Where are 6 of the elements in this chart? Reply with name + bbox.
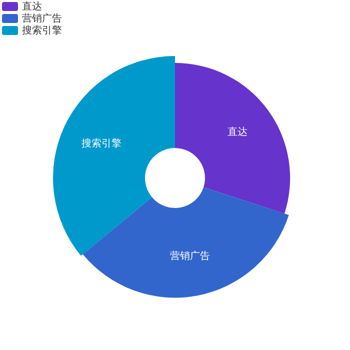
- slice-label: 营销广告: [170, 250, 210, 262]
- legend-label: 营销广告: [22, 12, 62, 25]
- slice-label: 直达: [228, 126, 248, 138]
- legend-label: 直达: [22, 0, 42, 13]
- legend-label: 搜索引擎: [22, 24, 62, 37]
- slice-label: 搜索引擎: [82, 137, 122, 150]
